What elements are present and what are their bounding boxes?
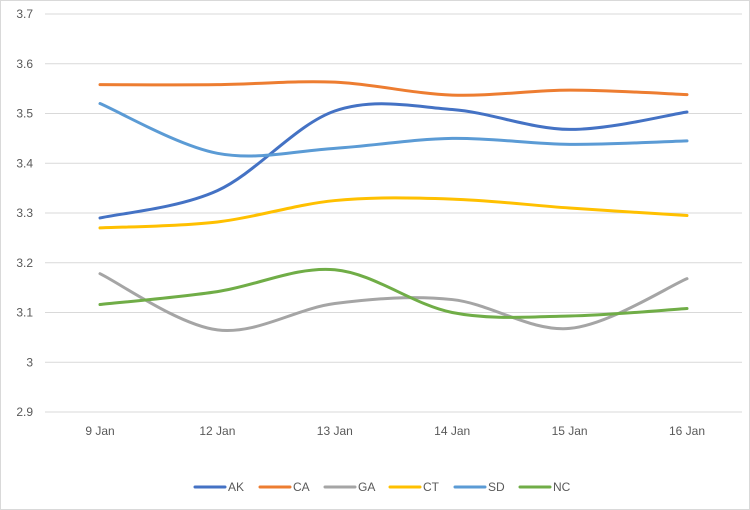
legend-item-ga: GA <box>323 480 375 494</box>
x-tick-label: 16 Jan <box>669 424 705 438</box>
series-line-nc <box>98 267 689 319</box>
legend-label: CA <box>293 480 310 494</box>
y-tick-label: 3.4 <box>16 156 33 170</box>
y-tick-label: 3.2 <box>16 256 33 270</box>
legend-label: CT <box>423 480 440 494</box>
y-tick-label: 2.9 <box>16 405 33 419</box>
legend: AK CA GA CT SD NC <box>193 480 571 494</box>
x-tick-label: 14 Jan <box>434 424 470 438</box>
legend-item-nc: NC <box>518 480 571 494</box>
x-tick-label: 15 Jan <box>552 424 588 438</box>
x-tick-label: 9 Jan <box>85 424 114 438</box>
y-tick-label: 3.7 <box>16 7 33 21</box>
x-tick-label: 12 Jan <box>199 424 235 438</box>
y-tick-label: 3.3 <box>16 206 33 220</box>
legend-label: GA <box>358 480 375 494</box>
y-axis-tick-labels: 2.9 3 3.1 3.2 3.3 3.4 3.5 3.6 3.7 <box>16 7 33 419</box>
gridlines <box>45 13 742 413</box>
series-line-sd <box>98 102 689 158</box>
legend-item-sd: SD <box>453 480 505 494</box>
series-line-ak <box>98 102 689 220</box>
x-tick-label: 13 Jan <box>317 424 353 438</box>
legend-item-ak: AK <box>193 480 244 494</box>
series-line-ga <box>98 272 689 333</box>
legend-label: SD <box>488 480 505 494</box>
y-tick-label: 3.5 <box>16 107 33 121</box>
legend-item-ct: CT <box>388 480 440 494</box>
legend-label: AK <box>228 480 244 494</box>
series-line-ca <box>98 80 689 97</box>
legend-item-ca: CA <box>258 480 310 494</box>
series-line-ct <box>98 196 689 230</box>
y-tick-label: 3.1 <box>16 306 33 320</box>
x-axis-tick-labels: 9 Jan 12 Jan 13 Jan 14 Jan 15 Jan 16 Jan <box>85 424 705 438</box>
legend-label: NC <box>553 480 571 494</box>
series-lines <box>98 80 689 333</box>
y-tick-label: 3.6 <box>16 57 33 71</box>
y-tick-label: 3 <box>26 355 33 369</box>
